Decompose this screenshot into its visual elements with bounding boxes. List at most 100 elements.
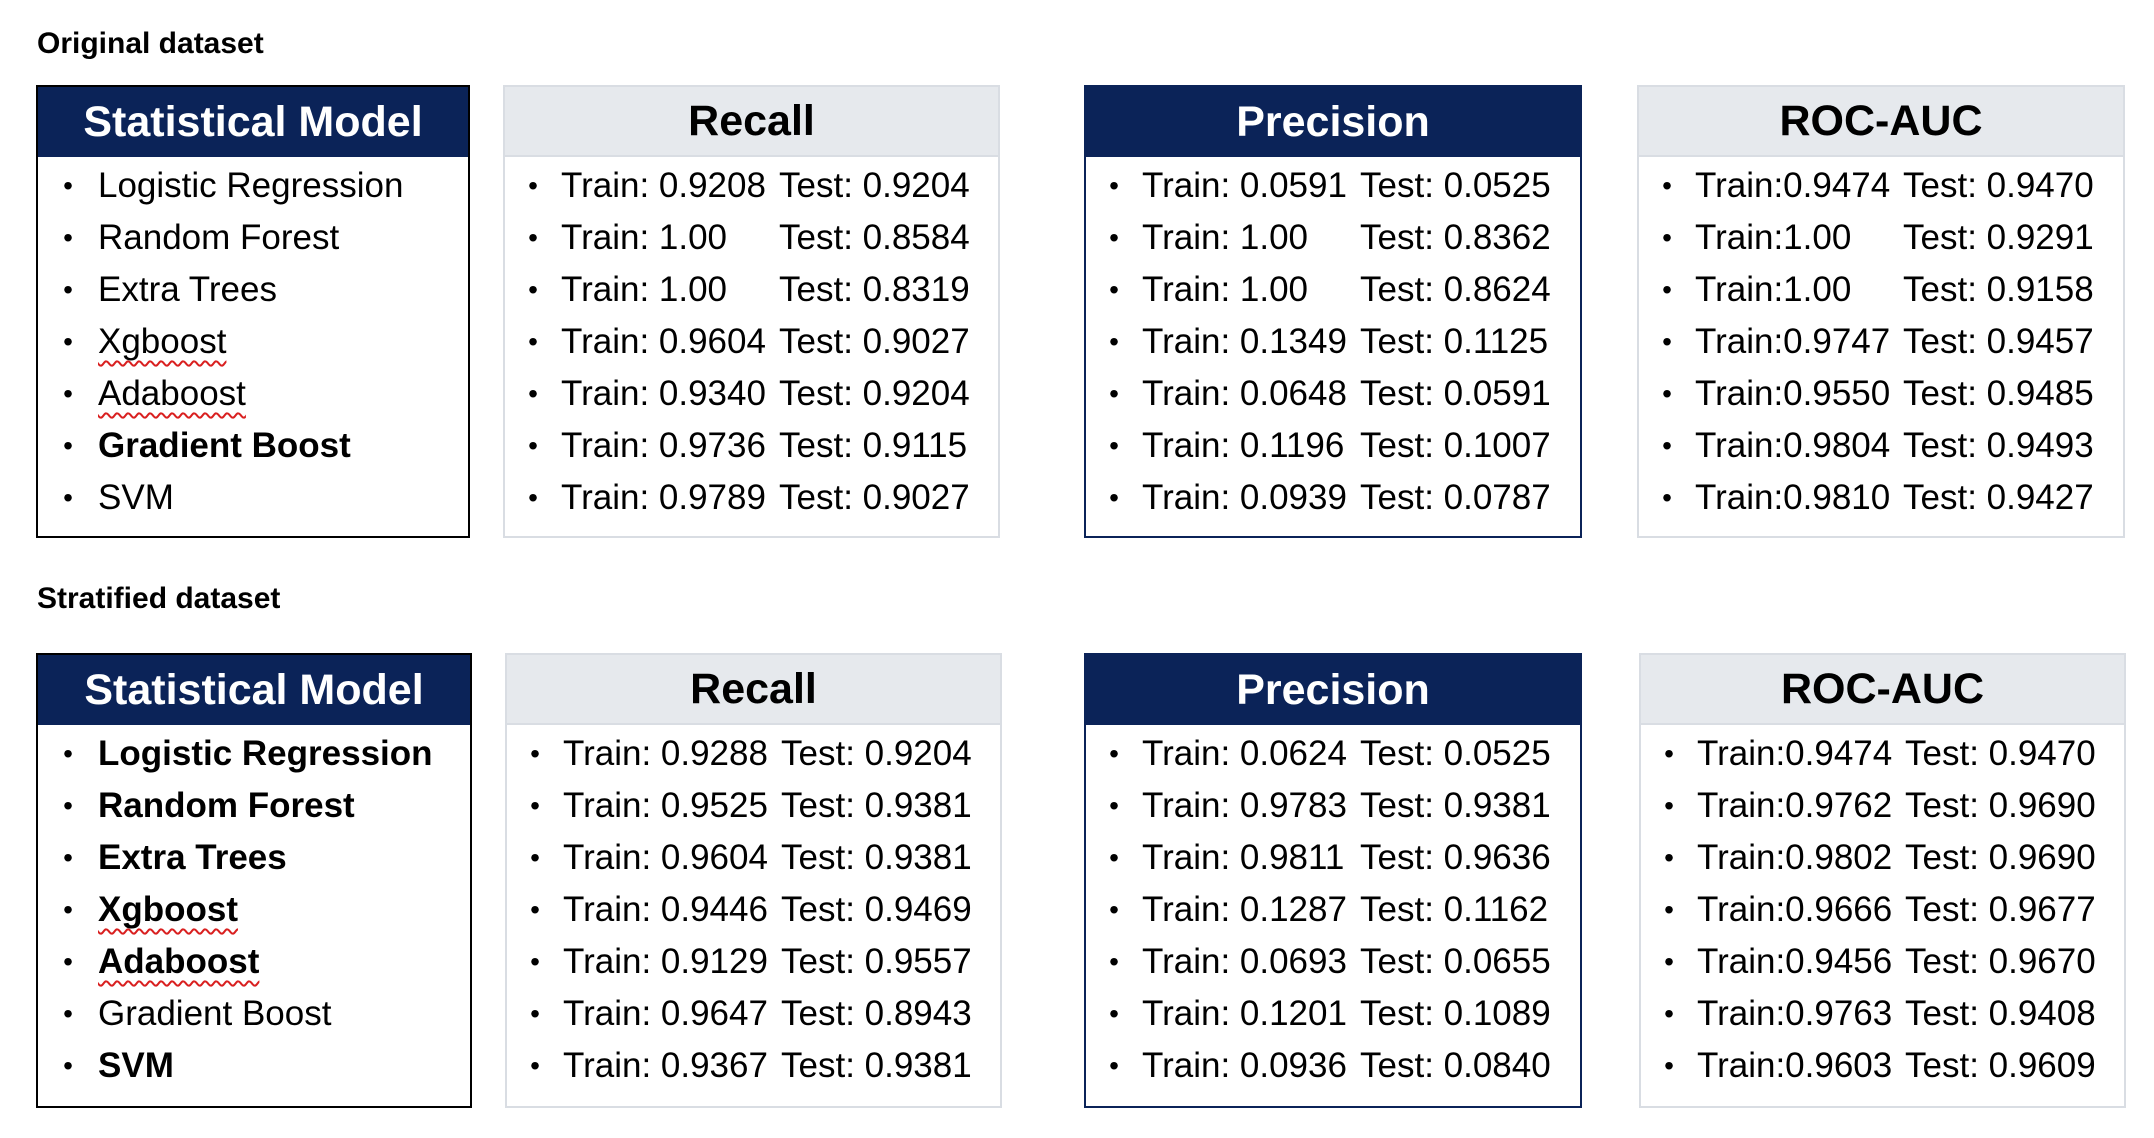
test-value: Test: 0.9115 (779, 426, 968, 465)
list-item: • Train: 0.9446 Test: 0.9469 (507, 884, 1000, 936)
list-item: • Train:0.9603 Test: 0.9609 (1641, 1040, 2124, 1092)
list-item: • Train: 0.0939 Test: 0.0787 (1086, 472, 1580, 524)
train-value: Train: 0.9811 (1142, 838, 1345, 877)
train-value: Train: 0.9340 (561, 374, 766, 413)
train-value: Train: 0.9789 (561, 478, 766, 517)
bullet-icon: • (528, 430, 538, 461)
test-value: Test: 0.0787 (1360, 478, 1551, 517)
list-item: • Train: 0.9367 Test: 0.9381 (507, 1040, 1000, 1092)
train-value: Train: 0.0936 (1142, 1046, 1347, 1085)
precision-panel-stratified: Precision • Train: 0.0624 Test: 0.0525 • Tr… (1084, 653, 1582, 1108)
train-value: Train:1.00 (1695, 270, 1852, 309)
rocauc-header: ROC-AUC (1639, 87, 2123, 157)
bullet-icon: • (1109, 326, 1119, 357)
test-value: Test: 0.9493 (1903, 426, 2094, 465)
model-name: Gradient Boost (98, 994, 332, 1033)
bullet-icon: • (63, 738, 73, 769)
list-item: • Train: 0.0693 Test: 0.0655 (1086, 936, 1580, 988)
list-item: • Train:0.9550 Test: 0.9485 (1639, 368, 2123, 420)
model-name: Extra Trees (98, 270, 277, 309)
recall-header: Recall (507, 655, 1000, 725)
precision-list: • Train: 0.0591 Test: 0.0525 • Train: 1.00 T… (1086, 157, 1580, 524)
test-value: Test: 0.9670 (1905, 942, 2096, 981)
test-value: Test: 0.9204 (781, 734, 972, 773)
models-header: Statistical Model (38, 655, 470, 725)
list-item: • Xgboost (38, 884, 470, 936)
bullet-icon: • (1109, 482, 1119, 513)
list-item: • Train:0.9474 Test: 0.9470 (1641, 728, 2124, 780)
list-item: • Train: 0.0936 Test: 0.0840 (1086, 1040, 1580, 1092)
bullet-icon: • (1664, 738, 1674, 769)
train-value: Train:0.9474 (1695, 166, 1891, 205)
models-list: • Logistic Regression • Random Forest • Ext… (38, 157, 468, 524)
train-value: Train:0.9747 (1695, 322, 1891, 361)
train-value: Train: 0.0939 (1142, 478, 1347, 517)
test-value: Test: 0.9291 (1903, 218, 2094, 257)
train-value: Train:0.9603 (1697, 1046, 1893, 1085)
test-value: Test: 0.8943 (781, 994, 972, 1033)
list-item: • Train:0.9747 Test: 0.9457 (1639, 316, 2123, 368)
test-value: Test: 0.1007 (1360, 426, 1551, 465)
list-item: • Train:0.9804 Test: 0.9493 (1639, 420, 2123, 472)
bullet-icon: • (1662, 222, 1672, 253)
bullet-icon: • (1662, 430, 1672, 461)
test-value: Test: 0.0840 (1360, 1046, 1551, 1085)
test-value: Test: 0.9690 (1905, 786, 2096, 825)
recall-header: Recall (505, 87, 998, 157)
test-value: Test: 0.1089 (1360, 994, 1551, 1033)
train-value: Train: 0.0693 (1142, 942, 1347, 981)
test-value: Test: 0.9690 (1905, 838, 2096, 877)
bullet-icon: • (63, 790, 73, 821)
train-value: Train:0.9762 (1697, 786, 1893, 825)
bullet-icon: • (63, 946, 73, 977)
bullet-icon: • (1109, 842, 1119, 873)
bullet-icon: • (530, 738, 540, 769)
model-name: Logistic Regression (98, 166, 404, 205)
test-value: Test: 0.1125 (1360, 322, 1549, 361)
list-item: • Adaboost (38, 936, 470, 988)
bullet-icon: • (1109, 170, 1119, 201)
train-value: Train:1.00 (1695, 218, 1852, 257)
list-item: • Train: 0.9604 Test: 0.9027 (505, 316, 998, 368)
list-item: • Train:0.9456 Test: 0.9670 (1641, 936, 2124, 988)
list-item: • Random Forest (38, 212, 468, 264)
list-item: • Train: 0.0648 Test: 0.0591 (1086, 368, 1580, 420)
rocauc-panel-stratified: ROC-AUC • Train:0.9474 Test: 0.9470 • Train… (1639, 653, 2126, 1108)
test-value: Test: 0.8584 (779, 218, 970, 257)
bullet-icon: • (1662, 326, 1672, 357)
list-item: • SVM (38, 472, 468, 524)
bullet-icon: • (530, 1050, 540, 1081)
train-value: Train: 0.9288 (563, 734, 768, 773)
recall-list: • Train: 0.9208 Test: 0.9204 • Train: 1.00 T… (505, 157, 998, 524)
bullet-icon: • (1662, 170, 1672, 201)
list-item: • Train: 1.00 Test: 0.8362 (1086, 212, 1580, 264)
model-name: SVM (98, 1046, 174, 1085)
model-name: Xgboost (98, 890, 238, 929)
train-value: Train: 0.0648 (1142, 374, 1347, 413)
list-item: • Train:0.9763 Test: 0.9408 (1641, 988, 2124, 1040)
test-value: Test: 0.8362 (1360, 218, 1551, 257)
test-value: Test: 0.9427 (1903, 478, 2094, 517)
train-value: Train: 0.0591 (1142, 166, 1347, 205)
list-item: • Train: 0.9789 Test: 0.9027 (505, 472, 998, 524)
list-item: • Extra Trees (38, 832, 470, 884)
train-value: Train:0.9763 (1697, 994, 1893, 1033)
bullet-icon: • (1109, 998, 1119, 1029)
list-item: • Train:1.00 Test: 0.9291 (1639, 212, 2123, 264)
bullet-icon: • (530, 790, 540, 821)
list-item: • Train:0.9762 Test: 0.9690 (1641, 780, 2124, 832)
section-title-original: Original dataset (37, 27, 264, 60)
bullet-icon: • (1664, 894, 1674, 925)
test-value: Test: 0.8624 (1360, 270, 1551, 309)
list-item: • Train: 0.0591 Test: 0.0525 (1086, 160, 1580, 212)
models-panel-stratified: Statistical Model • Logistic Regression •… (36, 653, 472, 1108)
bullet-icon: • (528, 482, 538, 513)
bullet-icon: • (1664, 842, 1674, 873)
train-value: Train:0.9474 (1697, 734, 1893, 773)
section-title-stratified: Stratified dataset (37, 582, 281, 615)
train-value: Train: 0.9604 (563, 838, 768, 877)
precision-header: Precision (1086, 87, 1580, 157)
list-item: • Adaboost (38, 368, 468, 420)
model-name: Random Forest (98, 786, 355, 825)
train-value: Train: 0.9604 (561, 322, 766, 361)
